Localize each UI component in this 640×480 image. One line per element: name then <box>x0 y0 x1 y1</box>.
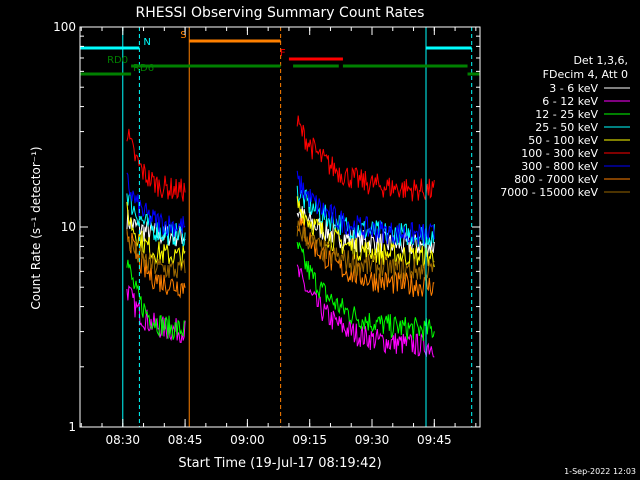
y-axis-label: Count Rate (s⁻¹ detector⁻¹) <box>29 146 43 309</box>
series-segment <box>296 242 435 341</box>
legend-entry: 6 - 12 keV <box>542 95 630 108</box>
legend-entry: 12 - 25 keV <box>535 108 630 121</box>
series-segment <box>296 170 435 245</box>
series-segment <box>126 128 186 202</box>
flag-rd0: RD0 <box>107 55 468 68</box>
flag-label: RD6 <box>133 63 154 74</box>
flag-label: F <box>280 48 286 59</box>
series-segment <box>296 217 435 297</box>
legend-label: 7000 - 15000 keV <box>500 186 598 199</box>
flag-label: RD0 <box>107 55 128 66</box>
flag-n: N <box>80 37 472 50</box>
legend-label: 6 - 12 keV <box>542 95 598 108</box>
series-segment <box>126 192 186 248</box>
legend-label: 50 - 100 keV <box>528 134 598 147</box>
legend-header-line1: Det 1,3,6, <box>573 54 628 67</box>
x-tick-label: 09:30 <box>355 433 390 447</box>
flag-rd6: RD6 <box>80 63 480 76</box>
legend-label: 300 - 800 keV <box>521 160 598 173</box>
x-tick-label: 08:30 <box>105 433 140 447</box>
legend-entry: 7000 - 15000 keV <box>500 186 630 199</box>
x-tick-label: 08:45 <box>168 433 203 447</box>
legend-entry: 3 - 6 keV <box>549 82 630 95</box>
series-segment <box>126 229 186 279</box>
chart-title: RHESSI Observing Summary Count Rates <box>136 5 425 21</box>
series-segment <box>296 196 435 268</box>
legend-label: 25 - 50 keV <box>535 121 598 134</box>
x-tick-label: 09:15 <box>292 433 327 447</box>
flag-label: S <box>180 30 186 41</box>
series-segment <box>126 259 186 340</box>
series-300-800-keVkev-line <box>126 170 435 245</box>
legend-label: 12 - 25 keV <box>535 108 598 121</box>
series-segment <box>126 172 186 237</box>
generated-timestamp: 1-Sep-2022 12:03 <box>564 467 636 476</box>
y-tick-label: 100 <box>53 20 76 34</box>
x-tick-label: 09:00 <box>230 433 265 447</box>
legend-entry: 25 - 50 keV <box>535 121 630 134</box>
legend-label: 800 - 7000 keV <box>514 173 598 186</box>
series-25-50-keVkev-line <box>126 185 435 248</box>
series-7000-15000-keVkev-line <box>126 220 435 281</box>
legend-entry: 50 - 100 keV <box>528 134 630 147</box>
series-segment <box>126 285 186 343</box>
series-segment <box>296 264 435 358</box>
legend-entry: 800 - 7000 keV <box>514 173 630 186</box>
legend-entry: 300 - 800 keV <box>521 160 630 173</box>
flag-label: N <box>143 37 150 48</box>
y-tick-label: 1 <box>68 420 76 434</box>
legend-header-line2: FDecim 4, Att 0 <box>543 68 628 81</box>
flag-f: F <box>280 48 343 61</box>
legend-label: 3 - 6 keV <box>549 82 598 95</box>
series-segment <box>296 185 435 247</box>
series-segment <box>296 115 435 202</box>
y-tick-label: 10 <box>61 220 76 234</box>
legend-label: 100 - 300 keV <box>521 147 598 160</box>
flag-s: S <box>180 30 281 43</box>
legend-entry: 100 - 300 keV <box>521 147 630 160</box>
series-12-25-keVkev-line <box>126 242 435 341</box>
x-axis-label: Start Time (19-Jul-17 08:19:42) <box>178 456 381 471</box>
series-100-300-keVkev-line <box>126 115 435 202</box>
x-tick-label: 09:45 <box>417 433 452 447</box>
series-segment <box>296 220 435 281</box>
